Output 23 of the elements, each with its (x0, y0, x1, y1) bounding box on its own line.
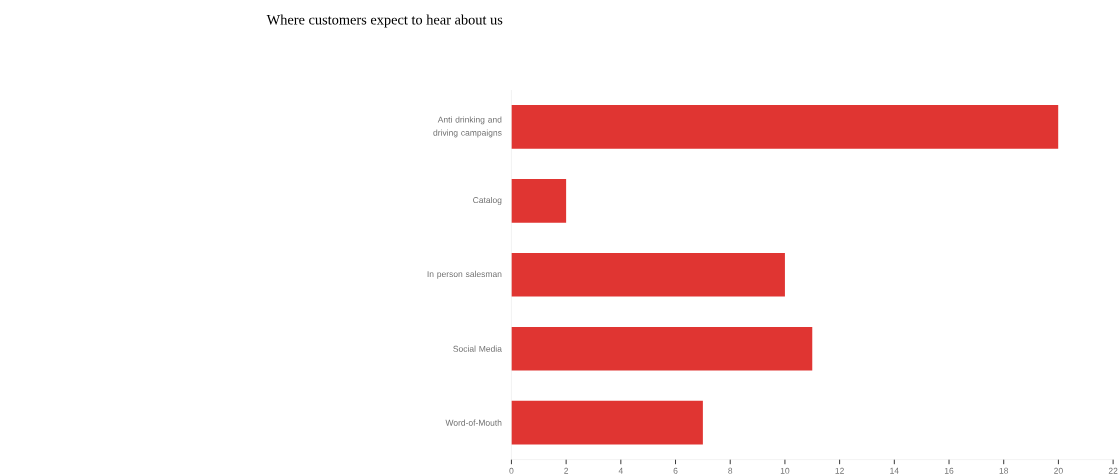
x-tick-label: 16 (944, 467, 954, 474)
bar (511, 400, 703, 445)
x-tick-label: 4 (618, 467, 623, 474)
bar (511, 105, 1059, 149)
x-tick-label: 2 (564, 467, 569, 474)
x-tick-label: 8 (728, 467, 733, 474)
text: Where customers expect to hear about us (266, 14, 503, 28)
x-tick-label: 0 (509, 467, 514, 474)
y-tick-label: Catalog (473, 196, 502, 205)
x-tick-label: 14 (890, 467, 899, 474)
bar (511, 252, 785, 297)
x-tick-label: 20 (1054, 467, 1063, 474)
x-tick-label: 22 (1108, 467, 1118, 474)
x-tick-label: 18 (999, 467, 1009, 474)
bar (511, 326, 813, 371)
y-tick-label: Social Media (453, 345, 502, 352)
y-tick-label: Word-of-Mouth (445, 419, 502, 426)
x-tick-label: 12 (835, 467, 844, 474)
x-tick-label: 10 (780, 467, 790, 474)
bar (511, 179, 567, 223)
y-tick-label: In person salesman (427, 270, 502, 279)
x-tick-label: 6 (673, 467, 678, 474)
y-tick-label: Anti drinking and driving campaigns (433, 116, 502, 138)
